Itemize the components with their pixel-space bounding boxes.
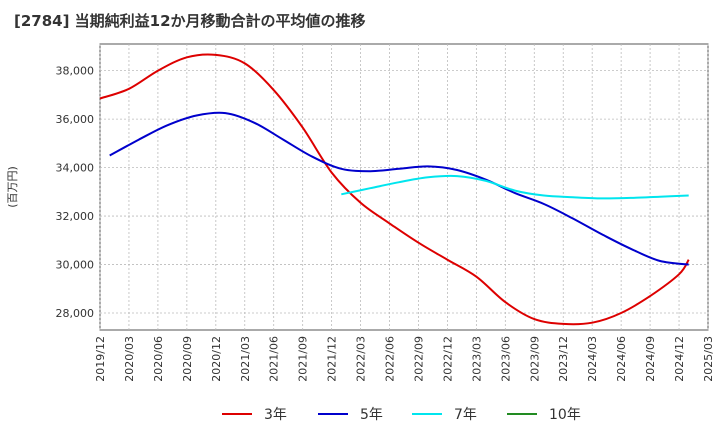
x-tick-label: 2024/12 (673, 336, 686, 382)
x-tick-label: 2020/09 (181, 336, 194, 382)
series-line-1 (99, 53, 690, 326)
y-tick-label: 36,000 (56, 113, 95, 126)
x-tick-label: 2023/06 (499, 336, 512, 382)
x-tick-label: 2021/06 (268, 336, 281, 382)
legend-label-3: 7年 (454, 407, 477, 423)
y-tick-label: 30,000 (56, 259, 95, 272)
y-tick-label: 28,000 (56, 307, 95, 320)
y-axis-label: (百万円) (6, 166, 19, 208)
y-tick-label: 38,000 (56, 65, 95, 78)
x-tick-label: 2023/09 (528, 336, 541, 382)
x-tick-label: 2020/12 (210, 336, 223, 382)
x-tick-label: 2023/03 (470, 336, 483, 382)
x-tick-label: 2022/09 (412, 336, 425, 382)
x-tick-label: 2022/06 (384, 336, 397, 382)
y-tick-label: 34,000 (56, 162, 95, 175)
x-tick-label: 2024/06 (615, 336, 628, 382)
x-tick-label: 2020/03 (123, 336, 136, 382)
x-tick-label: 2020/06 (152, 336, 165, 382)
legend-label-2: 5年 (360, 407, 383, 423)
series-line-2 (109, 111, 689, 266)
x-tick-label: 2021/09 (297, 336, 310, 382)
x-tick-label: 2023/12 (557, 336, 570, 382)
x-tick-label: 2024/09 (644, 336, 657, 382)
x-tick-label: 2024/03 (586, 336, 599, 382)
plot-area (99, 43, 709, 331)
x-tick-label: 2019/12 (94, 336, 107, 382)
series-line-3 (341, 174, 689, 200)
x-tick-label: 2025/03 (702, 336, 715, 382)
x-tick-label: 2022/12 (441, 336, 454, 382)
legend-label-1: 3年 (264, 407, 287, 423)
y-tick-label: 32,000 (56, 210, 95, 223)
legend-label-4: 10年 (549, 407, 581, 423)
x-tick-label: 2022/03 (355, 336, 368, 382)
chart-title: [2784] 当期純利益12か月移動合計の平均値の推移 (14, 12, 366, 30)
x-tick-label: 2021/12 (326, 336, 339, 382)
x-tick-label: 2021/03 (239, 336, 252, 382)
